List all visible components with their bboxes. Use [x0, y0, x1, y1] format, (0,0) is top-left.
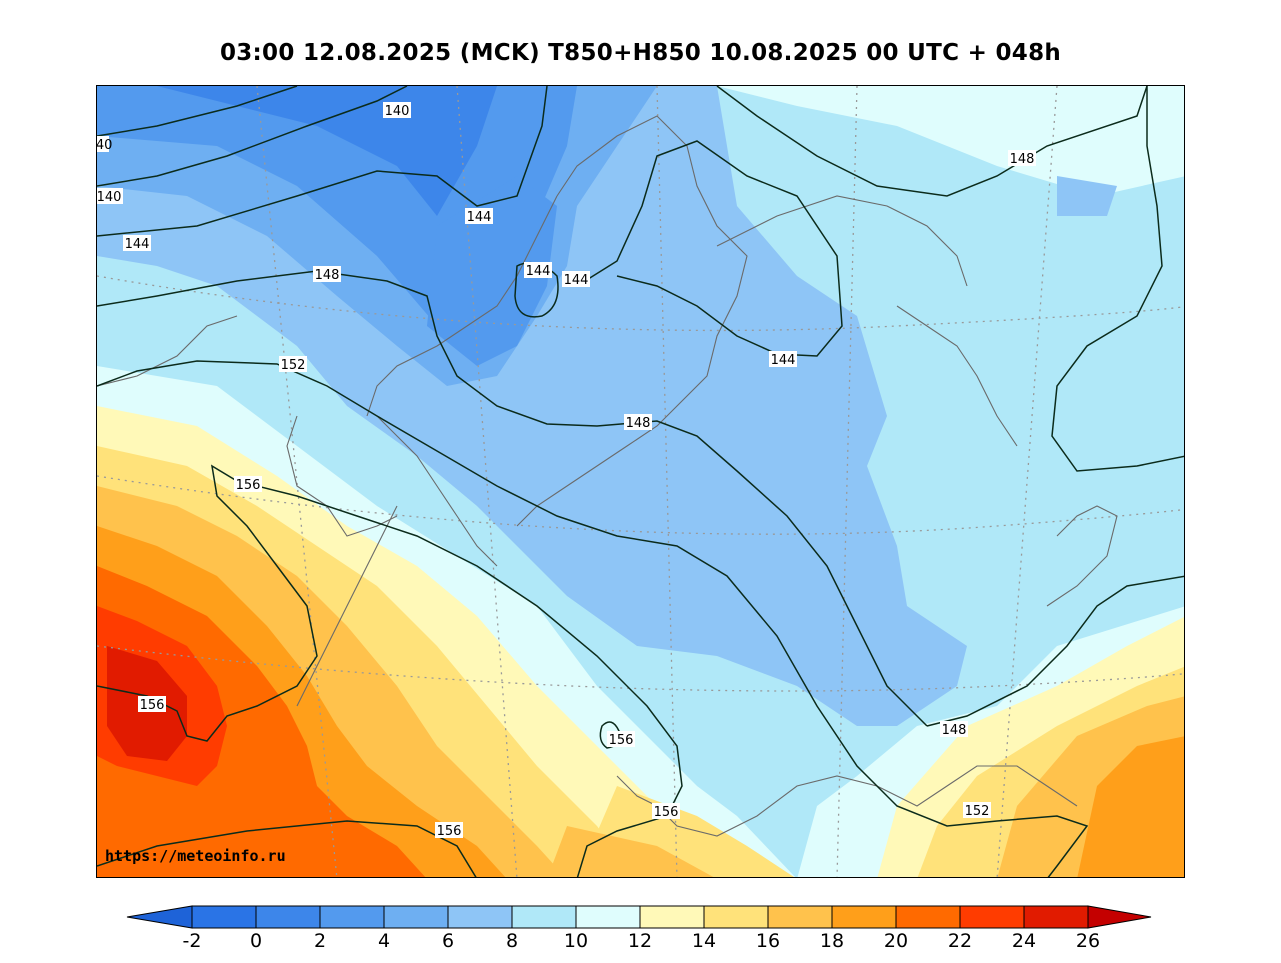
colorbar-swatch	[255, 905, 321, 929]
colorbar-tick-label: 10	[563, 930, 589, 952]
colorbar-swatch	[575, 905, 641, 929]
colorbar-tick-label: 14	[691, 930, 717, 952]
contour-label: 152	[281, 358, 306, 373]
contour-140a	[97, 86, 298, 137]
contour-label: 152	[965, 804, 990, 819]
colorbar-tick-label: 20	[883, 930, 909, 952]
colorbar-swatch	[831, 905, 897, 929]
contour-144b	[576, 140, 843, 357]
map-title: 03:00 12.08.2025 (MCK) T850+H850 10.08.2…	[219, 40, 1062, 66]
colorbar-swatch	[639, 905, 705, 929]
colorbar-low-arrow	[126, 905, 193, 929]
colorbar-tick-label: -2	[182, 930, 202, 952]
contour-label: 156	[437, 824, 462, 839]
contour-148d	[926, 575, 1184, 727]
contour-label: 140	[385, 104, 410, 119]
colorbar-tick-label: 18	[819, 930, 845, 952]
colorbar-tick-label: 6	[441, 930, 455, 952]
contour-label: 156	[236, 478, 261, 493]
contour-140b	[97, 86, 408, 187]
colorbar-tick-label: 4	[377, 930, 391, 952]
colorbar-swatch	[319, 905, 385, 929]
contour-148c	[1051, 86, 1184, 472]
contour-144a	[97, 86, 548, 237]
colorbar-high-arrow	[1087, 905, 1152, 929]
contour-148b	[716, 86, 1148, 197]
colorbar-swatch	[1023, 905, 1089, 929]
watermark-url: https://meteoinfo.ru	[105, 847, 286, 865]
colorbar-swatch	[511, 905, 577, 929]
contour-label: 148	[626, 416, 651, 431]
colorbar-tick-label: 26	[1075, 930, 1101, 952]
contour-label: 156	[654, 805, 679, 820]
colorbar-tick-label: 22	[947, 930, 973, 952]
colorbar	[126, 905, 1152, 929]
colorbar-swatch	[703, 905, 769, 929]
colorbar-swatch	[447, 905, 513, 929]
colorbar-swatch	[383, 905, 449, 929]
contour-label: 148	[1010, 152, 1035, 167]
contour-label: 148	[315, 268, 340, 283]
colorbar-tick-label: 2	[313, 930, 327, 952]
field-east-light	[717, 86, 1184, 196]
contour-label: 144	[564, 273, 589, 288]
contour-label: 144	[125, 237, 150, 252]
field-cb-18	[547, 826, 714, 877]
temperature-map: 140 140 140 144 144 144 144 144 148 148 …	[96, 85, 1185, 878]
field-scand	[427, 176, 557, 366]
field-0	[157, 86, 497, 216]
contour-label: 144	[526, 264, 551, 279]
contour-label: 140	[97, 138, 112, 153]
colorbar-tick-label: 8	[505, 930, 519, 952]
contour-label: 148	[942, 723, 967, 738]
graticule	[97, 86, 1184, 877]
colorbar-tick-label: 16	[755, 930, 781, 952]
colorbar-swatch	[767, 905, 833, 929]
contour-label: 144	[771, 353, 796, 368]
colorbar-swatch	[895, 905, 961, 929]
contour-label: 156	[609, 733, 634, 748]
map-canvas: 140 140 140 144 144 144 144 144 148 148 …	[97, 86, 1184, 877]
colorbar-swatch	[191, 905, 257, 929]
contour-152a	[97, 360, 1089, 877]
field-east-6	[1057, 176, 1117, 216]
colorbar-tick-label: 0	[249, 930, 263, 952]
contour-label: 156	[140, 698, 165, 713]
contour-label: 140	[97, 190, 121, 205]
colorbar-swatch	[959, 905, 1025, 929]
contour-156a	[97, 464, 683, 877]
colorbar-tick-label: 24	[1011, 930, 1037, 952]
contour-label: 144	[467, 210, 492, 225]
field-se-20	[1077, 736, 1184, 877]
contour-labels: 140 140 140 144 144 144 144 144 148 148 …	[97, 102, 1036, 839]
contour-156c	[97, 820, 477, 877]
colorbar-tick-label: 12	[627, 930, 653, 952]
